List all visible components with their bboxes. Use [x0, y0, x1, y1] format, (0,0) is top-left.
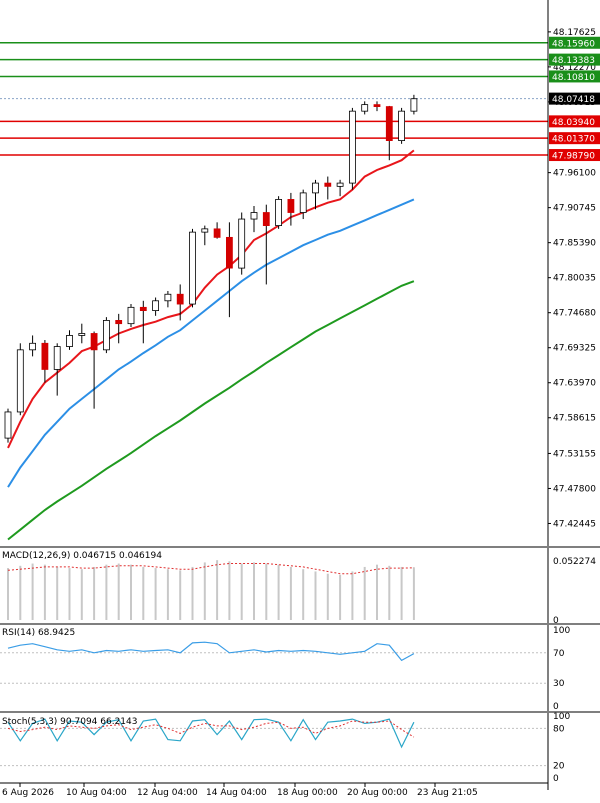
support-label-box: [549, 149, 600, 162]
rsi-line: [7, 641, 415, 662]
resistance-label: 48.13383: [552, 56, 595, 66]
candle-body: [201, 228, 209, 233]
candle-body: [53, 346, 61, 370]
candle-body: [287, 199, 295, 213]
ma-slow-line: [7, 280, 415, 541]
support-label: 48.03940: [552, 118, 595, 128]
candle-body: [299, 192, 307, 213]
price-tick-label: 47.47800: [553, 484, 596, 494]
ma-mid-line: [7, 198, 415, 488]
price-tick-label: 47.74680: [553, 309, 596, 319]
candle-body: [115, 320, 123, 325]
candle-body: [324, 182, 332, 187]
stoch-tick-label: 100: [553, 712, 570, 722]
time-tick-label: 18 Aug 00:00: [277, 788, 338, 798]
price-tick-label: 47.63970: [553, 379, 596, 389]
stoch-tick-label: 20: [553, 762, 565, 772]
rsi-tick-label: 70: [553, 649, 565, 659]
stoch-tick-label: 80: [553, 724, 565, 734]
price-tick-label: 47.96100: [553, 169, 596, 179]
rsi-label: RSI(14) 68.9425: [2, 628, 75, 638]
stoch-k-line: [7, 718, 415, 749]
current-price-label: 48.07418: [552, 95, 595, 105]
price-tick-label: 48.17625: [553, 28, 596, 38]
moving-averages: [7, 149, 415, 541]
price-tick-label: 47.69325: [553, 344, 596, 354]
rsi-tick-label: 30: [553, 679, 565, 689]
candle-body: [189, 231, 196, 305]
candle-body: [78, 333, 86, 336]
candle-body: [385, 106, 393, 141]
price-tick-label: 47.42445: [553, 519, 596, 529]
candle-body: [238, 218, 246, 269]
stoch-d-line: [7, 720, 415, 738]
macd-tick-label: 0.052274: [553, 557, 596, 567]
candle-body: [127, 306, 135, 325]
candle-body: [213, 228, 221, 238]
candle-body: [90, 333, 98, 351]
candle-body: [225, 236, 233, 269]
rsi-tick-label: 0: [553, 702, 559, 712]
candle-body: [398, 110, 406, 141]
candle-body: [361, 104, 369, 112]
candlesticks: [4, 94, 418, 443]
candle-body: [250, 212, 258, 220]
time-axis: 6 Aug 2026 10 Aug 04:00 12 Aug 04:00 14 Aug…: [0, 782, 548, 798]
candle-body: [312, 182, 319, 194]
ma-fast-line: [7, 149, 415, 449]
candle-body: [275, 199, 283, 226]
time-tick-label: 6 Aug 2026: [2, 788, 54, 798]
resistance-label-box: [549, 53, 600, 66]
resistance-label-box: [549, 36, 600, 49]
stoch-label: Stoch(5,3,3) 90.7094 66.2143: [2, 717, 137, 727]
candle-body: [373, 104, 381, 107]
candle-body: [139, 306, 147, 311]
price-tick-label: 47.58615: [553, 414, 596, 424]
time-tick-label: 20 Aug 00:00: [347, 788, 408, 798]
rsi-pane: RSI(14) 68.9425 100 70 30 0: [0, 626, 570, 712]
price-tick-label: 47.85390: [553, 239, 596, 249]
macd-label: MACD(12,26,9) 0.046715 0.046194: [2, 551, 162, 561]
candle-body: [176, 293, 184, 305]
macd-pane: MACD(12,26,9) 0.046715 0.046194 0.052274 0: [2, 551, 596, 626]
macd-tick-label: 0: [553, 616, 559, 626]
resistance-label: 48.10810: [552, 73, 595, 83]
candle-body: [16, 349, 24, 413]
price-tick-label: 48.12270: [553, 63, 596, 73]
candle-body: [410, 98, 418, 112]
stoch-tick-label: 0: [553, 774, 559, 784]
support-label-box: [549, 132, 600, 145]
candle-body: [4, 411, 12, 439]
stoch-pane: Stoch(5,3,3) 90.7094 66.2143 100 80 20 0: [0, 712, 570, 784]
candle-body: [348, 110, 356, 184]
rsi-tick-label: 100: [553, 626, 570, 636]
support-label: 48.01370: [552, 135, 595, 145]
resistance-label: 48.15960: [552, 39, 595, 49]
price-tick-label: 47.53155: [553, 449, 596, 459]
time-tick-label: 23 Aug 21:05: [417, 788, 478, 798]
time-tick-label: 12 Aug 04:00: [137, 788, 198, 798]
support-label-box: [549, 115, 600, 128]
resistance-label-box: [549, 70, 600, 83]
candle-body: [41, 342, 49, 370]
current-price-box: [549, 92, 600, 105]
candle-body: [152, 300, 160, 311]
candle-body: [262, 212, 270, 226]
support-label: 47.98790: [552, 152, 595, 162]
price-tick-label: 47.80035: [553, 274, 596, 284]
candle-body: [66, 335, 73, 347]
time-tick-label: 10 Aug 04:00: [66, 788, 127, 798]
candle-body: [29, 342, 37, 351]
support-resistance-lines: [0, 42, 548, 156]
time-tick-label: 14 Aug 04:00: [206, 788, 267, 798]
candle-body: [336, 182, 344, 187]
candle-body: [164, 293, 172, 302]
price-tick-label: 47.90745: [553, 204, 596, 214]
candle-body: [103, 320, 110, 351]
